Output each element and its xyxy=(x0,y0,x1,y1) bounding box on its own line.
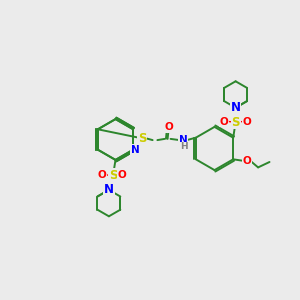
Text: N: N xyxy=(131,145,140,155)
Text: O: O xyxy=(220,116,229,127)
Text: O: O xyxy=(97,170,106,180)
Text: N: N xyxy=(179,135,188,145)
Text: O: O xyxy=(118,170,127,180)
Text: O: O xyxy=(242,156,251,166)
Text: S: S xyxy=(138,132,147,145)
Text: H: H xyxy=(180,142,188,151)
Text: S: S xyxy=(231,116,240,129)
Text: O: O xyxy=(243,116,251,127)
Text: N: N xyxy=(130,145,139,155)
Text: N: N xyxy=(231,101,241,114)
Text: N: N xyxy=(104,183,114,196)
Text: O: O xyxy=(164,122,173,133)
Text: S: S xyxy=(109,169,117,182)
